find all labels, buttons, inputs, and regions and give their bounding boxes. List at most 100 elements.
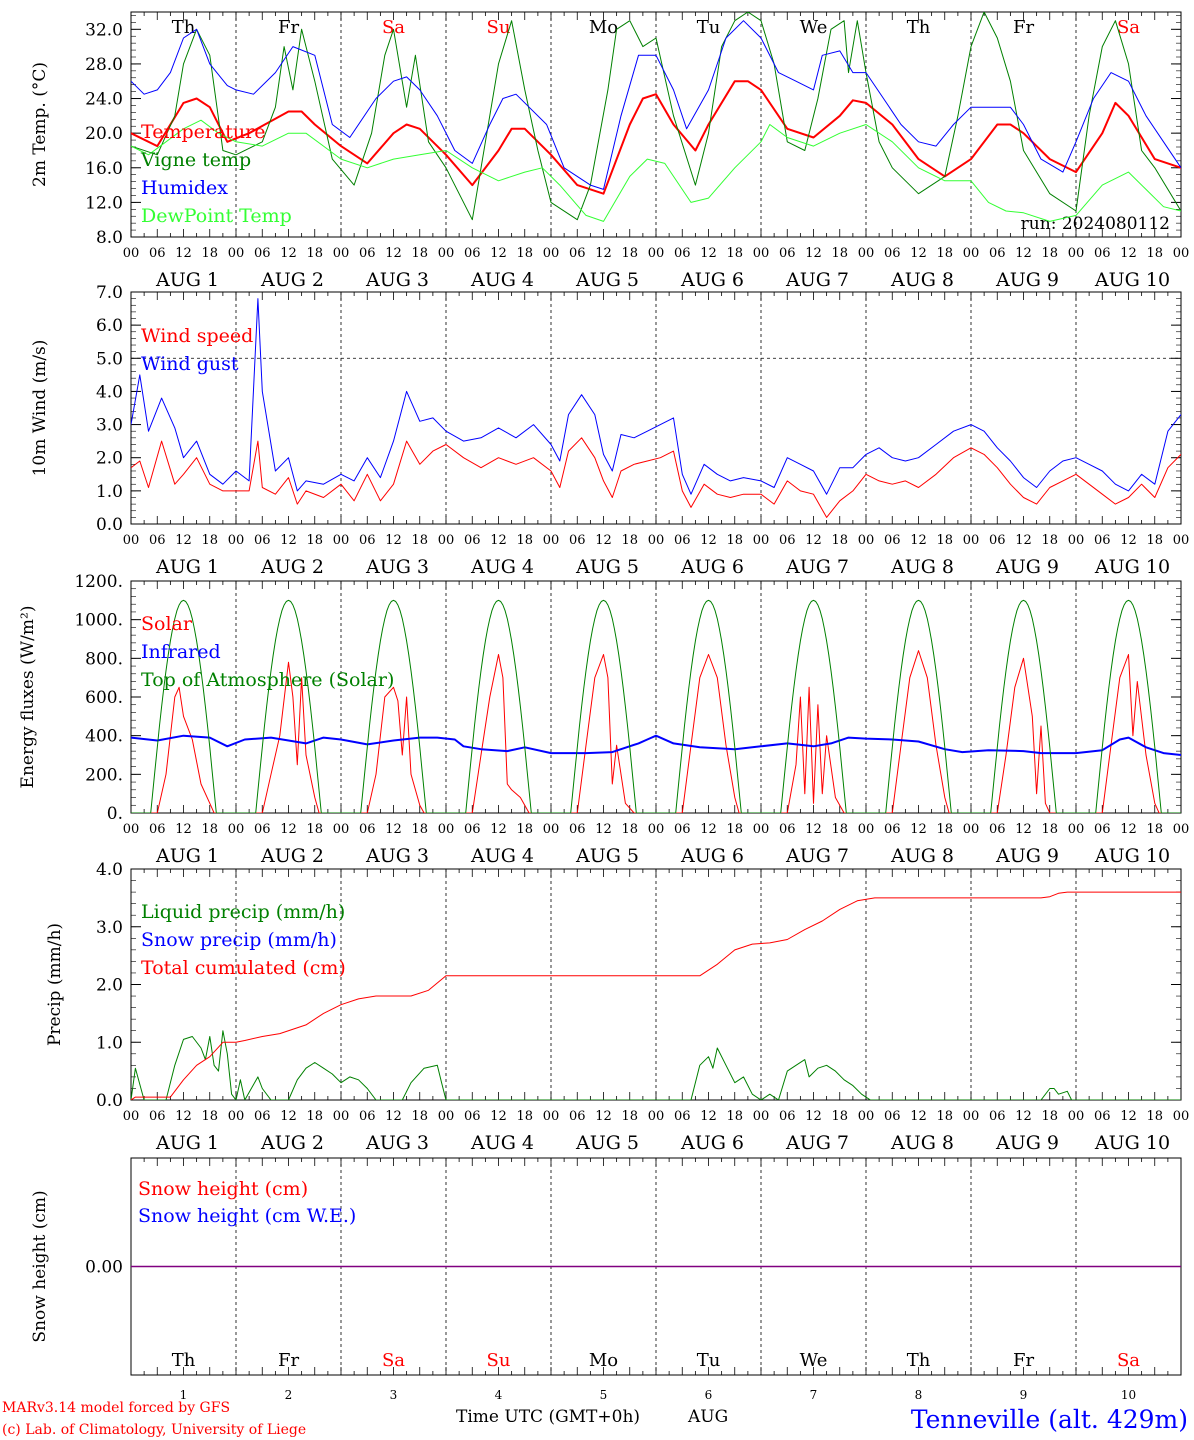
hour-tick-label: 12: [910, 822, 927, 837]
day-label: AUG 2: [260, 556, 324, 578]
hour-tick-label: 18: [1041, 533, 1058, 548]
hour-tick-label: 00: [228, 822, 245, 837]
day-label: AUG 3: [365, 845, 429, 867]
hour-tick-label: 18: [1146, 246, 1163, 261]
hour-tick-label: 06: [464, 533, 481, 548]
hour-tick-label: 00: [438, 1109, 455, 1124]
hour-tick-label: 18: [306, 246, 323, 261]
series-solar-line: [551, 654, 656, 813]
y-tick-label: 1.0: [96, 482, 123, 502]
hour-tick-label: 12: [1015, 533, 1032, 548]
hour-tick-label: 00: [648, 1109, 665, 1124]
panel-1: 8.0 12.0 16.0 20.0 24.0 28.0 32.0 2m Temp. (°C)…: [30, 11, 1190, 291]
hour-tick-label: 00: [1068, 822, 1085, 837]
hour-tick-label: 00: [1068, 533, 1085, 548]
hour-tick-label: 18: [516, 822, 533, 837]
day-label: AUG 4: [470, 845, 534, 867]
day-label: AUG 5: [575, 556, 639, 578]
hour-tick-label: 06: [569, 822, 586, 837]
day-number-label: 5: [600, 1388, 608, 1402]
weekday-label: Fr: [1013, 17, 1034, 38]
hour-tick-label: 18: [516, 1109, 533, 1124]
day-label: AUG 7: [785, 269, 849, 291]
series-solar-line: [1076, 654, 1181, 813]
y-tick-label: 0.: [107, 804, 123, 824]
hour-tick-label: 18: [516, 246, 533, 261]
hour-tick-label: 18: [1041, 246, 1058, 261]
day-label: AUG 3: [365, 269, 429, 291]
hour-tick-label: 12: [595, 533, 612, 548]
day-label: AUG 10: [1094, 845, 1170, 867]
hour-tick-label: 18: [1041, 1109, 1058, 1124]
y-tick-label: 2.0: [96, 449, 123, 469]
day-label: AUG 1: [155, 1132, 219, 1154]
hour-tick-label: 06: [149, 822, 166, 837]
series-temperature-line: [131, 80, 1181, 195]
hour-tick-label: 00: [228, 533, 245, 548]
hour-tick-label: 00: [543, 246, 560, 261]
weekday-label: Tu: [697, 1350, 721, 1371]
hour-tick-label: 00: [753, 533, 770, 548]
y-tick-label: 4.0: [96, 382, 123, 402]
hour-tick-label: 00: [858, 1109, 875, 1124]
weekday-label: Sa: [1117, 17, 1140, 38]
weekday-label: Sa: [382, 1350, 405, 1371]
hour-tick-label: 00: [1068, 1109, 1085, 1124]
day-number-label: 4: [495, 1388, 503, 1402]
hour-tick-label: 12: [910, 1109, 927, 1124]
hour-tick-label: 00: [333, 822, 350, 837]
y-tick-label: 0.0: [96, 515, 123, 535]
weekday-label: Th: [172, 17, 196, 38]
day-number-label: 3: [390, 1388, 398, 1402]
hour-tick-label: 12: [700, 533, 717, 548]
hour-tick-label: 00: [543, 533, 560, 548]
day-label: AUG 2: [260, 1132, 324, 1154]
series-solar-line: [131, 686, 236, 813]
weekday-label: Tu: [697, 17, 721, 38]
legend-series-vigne-temp: Vigne temp: [140, 149, 251, 171]
panel-2: 0.0 1.0 2.0 3.0 4.0 5.0 6.0 7.0 10m Wind (m/s) 00…: [30, 283, 1189, 578]
series-top-of-atmosphere-solar-line: [131, 599, 1181, 813]
day-label: AUG 6: [680, 845, 744, 867]
hour-tick-label: 18: [411, 533, 428, 548]
panel-4: 0.0 1.0 2.0 3.0 4.0 Precip (mm/h) 00 06 12 18 AUG …: [45, 860, 1189, 1154]
hour-tick-label: 00: [753, 822, 770, 837]
model-credit: MARv3.14 model forced by GFS: [2, 1400, 230, 1416]
hour-tick-label: 00: [648, 246, 665, 261]
hour-tick-label: 00: [858, 246, 875, 261]
day-number-label: 2: [285, 1388, 293, 1402]
series-solar-line: [971, 657, 1076, 813]
day-label: AUG 4: [470, 269, 534, 291]
series-solar-line: [866, 650, 971, 813]
series-vigne-temp-line: [131, 12, 1181, 221]
day-label: AUG 8: [890, 269, 954, 291]
hour-tick-label: 00: [1173, 246, 1190, 261]
y-tick-label: 0.0: [96, 1091, 123, 1111]
hour-tick-label: 12: [1015, 1109, 1032, 1124]
y-tick-label: 3.0: [96, 416, 123, 436]
hour-tick-label: 18: [621, 1109, 638, 1124]
hour-tick-label: 12: [1015, 246, 1032, 261]
hour-tick-label: 06: [884, 822, 901, 837]
hour-tick-label: 12: [280, 246, 297, 261]
series-total-cumulated-cm-line: [131, 891, 1181, 1100]
hour-tick-label: 06: [674, 1109, 691, 1124]
weekday-label: Th: [907, 17, 931, 38]
hour-tick-label: 18: [201, 533, 218, 548]
hour-tick-label: 00: [963, 1109, 980, 1124]
hour-tick-label: 00: [438, 533, 455, 548]
series-solar-line: [446, 654, 551, 813]
hour-tick-label: 12: [490, 533, 507, 548]
series-humidex-line: [131, 20, 1181, 190]
day-number-label: 9: [1020, 1388, 1028, 1402]
series-liquid-precip-mm-h-line: [131, 1030, 1181, 1100]
day-label: AUG 2: [260, 845, 324, 867]
hour-tick-label: 00: [123, 1109, 140, 1124]
hour-tick-label: 06: [254, 822, 271, 837]
hour-tick-label: 18: [516, 533, 533, 548]
y-tick-label: 8.0: [96, 228, 123, 248]
y-tick-label: 1.0: [96, 1033, 123, 1053]
hour-tick-label: 12: [175, 246, 192, 261]
hour-tick-label: 12: [280, 822, 297, 837]
y-tick-label: 6.0: [96, 316, 123, 336]
